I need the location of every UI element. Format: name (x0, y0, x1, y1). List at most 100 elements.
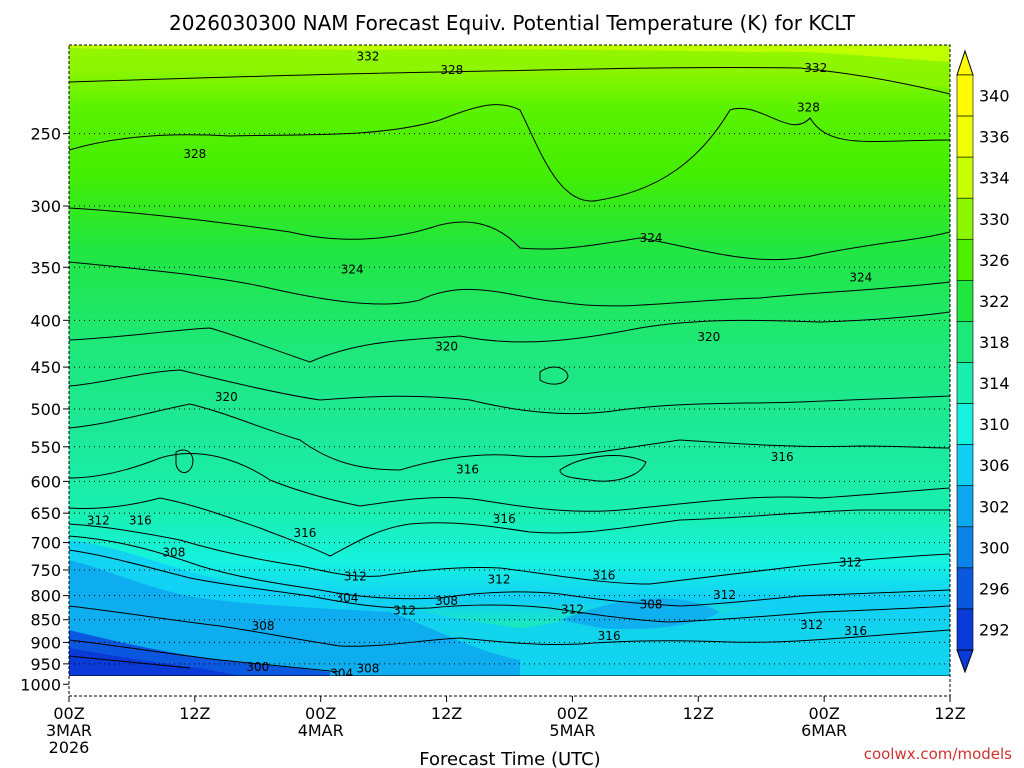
y-tick-label: 600 (30, 472, 61, 491)
colorbar-label: 330 (979, 210, 1010, 229)
contour-line (559, 455, 647, 482)
contour-line (69, 66, 950, 95)
y-tick-label: 250 (30, 125, 61, 144)
colorbar-swatch (956, 197, 974, 240)
colorbar-swatch (956, 362, 974, 404)
colorbar-swatch (956, 526, 974, 569)
surface-cold-core-deep (69, 648, 240, 676)
colorbar-swatch (956, 444, 974, 487)
x-tick-label: 2026 (49, 738, 90, 757)
colorbar-swatch (956, 74, 974, 117)
contour-line (69, 605, 950, 647)
x-tick-label: 3MAR (46, 721, 92, 740)
x-tick-label: 12Z (179, 704, 210, 723)
y-axis: 250 300 350 400 450 500 550 600 650 700 750 800 850 9… (20, 125, 69, 694)
x-tick-label: 5MAR (549, 721, 595, 740)
colorbar-swatch (956, 238, 974, 281)
colorbar-label: 306 (979, 456, 1010, 475)
colorbar-top-arrow (956, 49, 974, 76)
y-tick-label: 350 (30, 258, 61, 277)
colorbar-label: 296 (979, 579, 1010, 598)
colorbar-swatch (956, 321, 974, 363)
contour-label: 316 (771, 450, 794, 464)
contour-label: 312 (713, 588, 736, 602)
plot-frame (68, 44, 951, 697)
x-axis-label: Forecast Time (UTC) (419, 749, 600, 768)
ground-band (69, 676, 950, 696)
contour-label: 320 (697, 330, 720, 344)
colorbar-label: 292 (979, 620, 1010, 639)
x-tick-label: 4MAR (298, 721, 344, 740)
colorbar: 340 336 334 330 326 322 318 314 310 306 302 300 296 2… (956, 49, 1010, 674)
upper-warm-band (69, 45, 950, 88)
colorbar-label: 322 (979, 292, 1010, 311)
colorbar-swatch (956, 485, 974, 528)
colorbar-label: 300 (979, 538, 1010, 557)
colorbar-swatch (956, 608, 974, 651)
contour-label: 316 (844, 624, 867, 638)
y-tick-label: 900 (30, 633, 61, 652)
colorbar-swatch (956, 115, 974, 158)
y-tick-label: 500 (30, 400, 61, 419)
y-tick-label: 300 (30, 197, 61, 216)
contour-line (175, 449, 194, 473)
y-tick-label: 850 (30, 611, 61, 630)
contour-line (69, 311, 950, 363)
colorbar-label: 336 (979, 128, 1010, 147)
contour-label: 316 (493, 512, 516, 526)
contour-line (69, 549, 950, 623)
colorbar-label: 302 (979, 497, 1010, 516)
colorbar-label: 340 (979, 87, 1010, 106)
y-tick-label: 550 (30, 438, 61, 457)
y-tick-label: 450 (30, 358, 61, 377)
x-tick-label: 12Z (431, 704, 462, 723)
y-tick-label: 400 (30, 311, 61, 330)
contour-label: 316 (592, 568, 615, 582)
contour-label: 312 (800, 618, 823, 632)
contour-line (539, 366, 569, 385)
x-tick-label: 6MAR (801, 721, 847, 740)
contour-label: 304 (330, 666, 353, 680)
contour-label: 328 (183, 147, 206, 161)
contour-label: 316 (129, 513, 152, 527)
contour-label: 324 (341, 263, 364, 277)
x-tick-label: 12Z (934, 704, 965, 723)
x-tick-label: 00Z (557, 704, 588, 723)
contour-label: 324 (640, 231, 663, 245)
colorbar-label: 334 (979, 169, 1010, 188)
x-tick-label: 00Z (808, 704, 839, 723)
contour-line (69, 639, 341, 673)
contour-label: 312 (839, 556, 862, 570)
contour-label: 320 (435, 339, 458, 353)
contour-label: 308 (252, 619, 275, 633)
contour-label: 312 (87, 513, 110, 527)
contour-line (69, 655, 191, 669)
contour-label: 332 (804, 61, 827, 75)
upper-warm-band-top (69, 45, 950, 62)
contour-label: 300 (246, 660, 269, 674)
contour-label: 332 (356, 50, 379, 64)
colorbar-label: 326 (979, 251, 1010, 270)
colorbar-swatch (956, 156, 974, 199)
contour-line (69, 207, 950, 261)
contour-label: 316 (294, 526, 317, 540)
contour-label: 308 (640, 597, 663, 611)
colorbar-label: 310 (979, 415, 1010, 434)
y-tick-label: 700 (30, 534, 61, 553)
credit-text: coolwx.com/models (864, 745, 1012, 763)
contour-lines (69, 66, 950, 673)
contour-label: 324 (849, 270, 872, 284)
y-tick-label: 650 (30, 504, 61, 523)
contour-label: 312 (488, 572, 511, 586)
contour-label: 316 (456, 462, 479, 476)
colorbar-swatch (956, 567, 974, 610)
contour-line (69, 497, 950, 557)
chart-title: 2026030300 NAM Forecast Equiv. Potential… (169, 11, 856, 35)
colorbar-swatch (956, 280, 974, 322)
contour-label: 312 (393, 603, 416, 617)
contour-line (69, 369, 950, 415)
y-tick-label: 800 (30, 587, 61, 606)
contour-label: 312 (561, 602, 584, 616)
